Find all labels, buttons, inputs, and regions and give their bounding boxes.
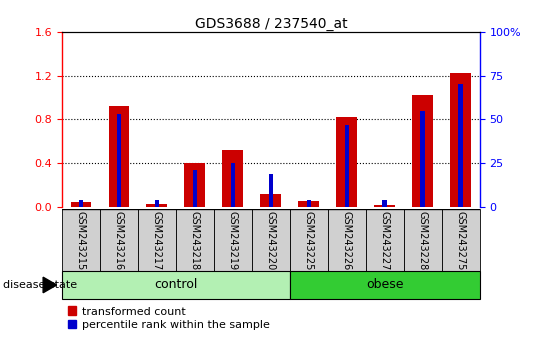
Text: GSM243226: GSM243226	[342, 211, 352, 270]
Bar	[62, 271, 290, 299]
Bar	[79, 200, 83, 207]
Bar	[336, 117, 357, 207]
Bar	[412, 95, 433, 207]
Bar	[459, 84, 463, 207]
Bar	[383, 200, 387, 207]
Text: GSM243217: GSM243217	[152, 211, 162, 270]
Text: GSM243215: GSM243215	[76, 211, 86, 270]
Bar	[62, 209, 100, 271]
Bar	[290, 271, 480, 299]
Bar	[268, 174, 273, 207]
Bar	[71, 202, 92, 207]
Text: GSM243227: GSM243227	[380, 211, 390, 270]
Bar	[374, 205, 395, 207]
Bar	[366, 209, 404, 271]
Bar	[290, 209, 328, 271]
Bar	[116, 114, 121, 207]
Text: GSM243275: GSM243275	[455, 211, 466, 270]
Text: GSM243228: GSM243228	[418, 211, 428, 270]
Bar	[108, 106, 129, 207]
Bar	[260, 194, 281, 207]
Text: GSM243219: GSM243219	[228, 211, 238, 270]
Bar	[252, 209, 290, 271]
Text: GSM243216: GSM243216	[114, 211, 124, 270]
Bar	[344, 125, 349, 207]
Bar	[450, 74, 471, 207]
Text: GSM243225: GSM243225	[304, 211, 314, 270]
Text: disease state: disease state	[3, 280, 77, 290]
Bar	[223, 150, 243, 207]
Text: obese: obese	[366, 279, 404, 291]
Bar	[299, 200, 319, 207]
Bar	[192, 170, 197, 207]
Text: GSM243220: GSM243220	[266, 211, 276, 270]
Text: GSM243218: GSM243218	[190, 211, 200, 270]
Bar	[100, 209, 138, 271]
Bar	[420, 111, 425, 207]
Bar	[155, 200, 159, 207]
Bar	[214, 209, 252, 271]
Bar	[307, 200, 311, 207]
Bar	[138, 209, 176, 271]
Bar	[231, 163, 235, 207]
Bar	[442, 209, 480, 271]
Title: GDS3688 / 237540_at: GDS3688 / 237540_at	[195, 17, 347, 31]
Bar	[404, 209, 442, 271]
Bar	[147, 204, 168, 207]
Bar	[176, 209, 214, 271]
Bar	[184, 163, 205, 207]
Text: control: control	[154, 279, 198, 291]
Bar	[328, 209, 366, 271]
Legend: transformed count, percentile rank within the sample: transformed count, percentile rank withi…	[67, 307, 270, 330]
